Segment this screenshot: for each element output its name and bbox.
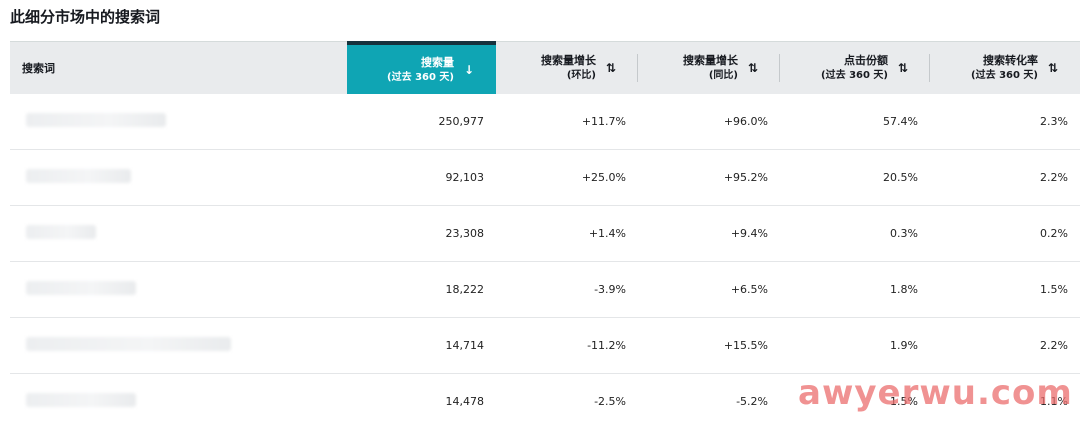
blurred-search-term — [26, 393, 136, 407]
growth-qoq-cell: +25.0% — [581, 171, 626, 184]
watermark: awyerwu.com — [798, 373, 1073, 413]
click-share-cell: 1.5% — [890, 395, 918, 408]
click-share-cell: 57.4% — [883, 115, 918, 128]
growth-yoy-cell: -5.2% — [736, 395, 768, 408]
conversion-rate-cell: 1.5% — [1040, 283, 1068, 296]
column-header-label: 搜索量 — [421, 55, 454, 69]
sort-toggle-icon[interactable]: ⇅ — [747, 61, 759, 75]
table-row: 14,714 -11.2% +15.5% 1.9% 2.2% — [10, 318, 1080, 374]
growth-yoy-cell: +96.0% — [723, 115, 768, 128]
sort-toggle-icon[interactable]: ⇅ — [1047, 61, 1059, 75]
sort-toggle-icon[interactable]: ⇅ — [605, 61, 617, 75]
search-term-cell[interactable] — [10, 169, 347, 186]
blurred-search-term — [26, 281, 136, 295]
column-header-click-share[interactable]: 点击份额 (过去 360 天) ⇅ — [780, 42, 930, 94]
search-term-cell[interactable] — [10, 337, 347, 354]
search-volume-cell: 14,714 — [445, 339, 485, 352]
growth-qoq-cell: -3.9% — [594, 283, 626, 296]
growth-yoy-cell: +9.4% — [730, 227, 768, 240]
column-header-label: 点击份额 — [844, 54, 888, 67]
growth-yoy-cell: +6.5% — [730, 283, 768, 296]
column-header-label: 搜索量增长 — [541, 54, 596, 67]
sort-desc-icon[interactable]: ↓ — [463, 62, 475, 77]
search-volume-cell: 14,478 — [445, 395, 485, 408]
search-volume-cell: 18,222 — [445, 283, 485, 296]
column-header-sub: (过去 360 天) — [821, 70, 888, 81]
conversion-rate-cell: 2.2% — [1040, 171, 1068, 184]
sort-toggle-icon[interactable]: ⇅ — [897, 61, 909, 75]
table-row: 18,222 -3.9% +6.5% 1.8% 1.5% — [10, 262, 1080, 318]
conversion-rate-cell: 1.1% — [1040, 395, 1068, 408]
column-header-label: 搜索转化率 — [983, 54, 1038, 67]
growth-qoq-cell: -2.5% — [594, 395, 626, 408]
search-term-cell[interactable] — [10, 281, 347, 298]
table-row: 23,308 +1.4% +9.4% 0.3% 0.2% — [10, 206, 1080, 262]
click-share-cell: 1.8% — [890, 283, 918, 296]
growth-yoy-cell: +15.5% — [723, 339, 768, 352]
column-header-volume-growth-qoq[interactable]: 搜索量增长 (环比) ⇅ — [496, 42, 638, 94]
column-header-sub: (同比) — [708, 70, 738, 81]
column-header-conversion-rate[interactable]: 搜索转化率 (过去 360 天) ⇅ — [930, 42, 1080, 94]
growth-qoq-cell: +1.4% — [588, 227, 626, 240]
section-title: 此细分市场中的搜索词 — [10, 8, 161, 26]
table-row: 250,977 +11.7% +96.0% 57.4% 2.3% — [10, 94, 1080, 150]
search-volume-cell: 92,103 — [445, 171, 485, 184]
growth-qoq-cell: +11.7% — [581, 115, 626, 128]
column-header-search-volume[interactable]: 搜索量 (过去 360 天) ↓ — [347, 41, 496, 94]
search-term-cell[interactable] — [10, 393, 347, 410]
blurred-search-term — [26, 225, 96, 239]
search-volume-cell: 23,308 — [445, 227, 485, 240]
blurred-search-term — [26, 337, 231, 351]
search-term-cell[interactable] — [10, 113, 347, 130]
column-header-label: 搜索量增长 — [683, 54, 738, 67]
click-share-cell: 0.3% — [890, 227, 918, 240]
search-term-cell[interactable] — [10, 225, 347, 242]
column-header-sub: (过去 360 天) — [387, 71, 454, 83]
column-header-volume-growth-yoy[interactable]: 搜索量增长 (同比) ⇅ — [638, 42, 780, 94]
blurred-search-term — [26, 113, 166, 127]
click-share-cell: 1.9% — [890, 339, 918, 352]
table-row: 92,103 +25.0% +95.2% 20.5% 2.2% — [10, 150, 1080, 206]
growth-yoy-cell: +95.2% — [723, 171, 768, 184]
column-header-search-term[interactable]: 搜索词 — [22, 62, 55, 75]
conversion-rate-cell: 0.2% — [1040, 227, 1068, 240]
conversion-rate-cell: 2.2% — [1040, 339, 1068, 352]
search-volume-cell: 250,977 — [438, 115, 485, 128]
table-row: 14,478 -2.5% -5.2% 1.5% 1.1% — [10, 374, 1080, 429]
growth-qoq-cell: -11.2% — [587, 339, 626, 352]
search-terms-table: 搜索词 搜索量 (过去 360 天) ↓ 搜索量增长 (环比) ⇅ 搜索量增长 … — [10, 41, 1080, 429]
click-share-cell: 20.5% — [883, 171, 918, 184]
table-header: 搜索词 搜索量 (过去 360 天) ↓ 搜索量增长 (环比) ⇅ 搜索量增长 … — [10, 41, 1080, 94]
blurred-search-term — [26, 169, 131, 183]
column-header-sub: (过去 360 天) — [971, 70, 1038, 81]
column-header-sub: (环比) — [566, 70, 596, 81]
conversion-rate-cell: 2.3% — [1040, 115, 1068, 128]
